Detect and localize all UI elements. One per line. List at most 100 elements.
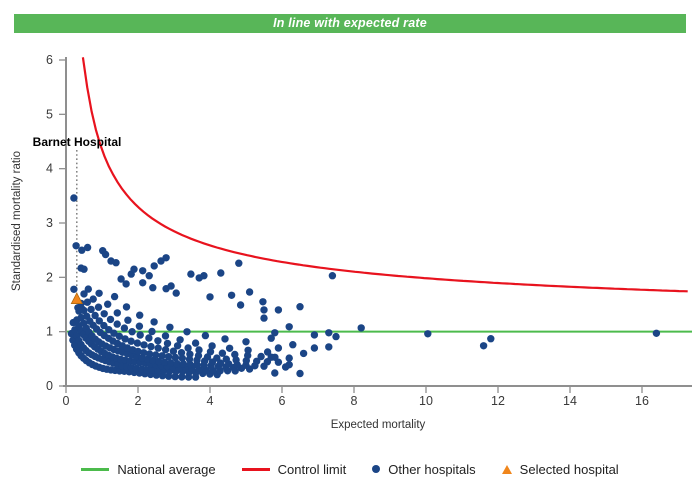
- hospital-point: [235, 259, 243, 267]
- svg-text:6: 6: [279, 394, 286, 408]
- hospital-point: [164, 353, 173, 361]
- hospital-point: [152, 351, 160, 359]
- svg-text:0: 0: [63, 394, 70, 408]
- hospital-point: [145, 350, 154, 358]
- hospital-point: [113, 320, 121, 328]
- hospital-point: [332, 332, 340, 341]
- hospital-point: [206, 293, 214, 301]
- hospital-point: [259, 298, 267, 306]
- hospital-point: [150, 318, 158, 326]
- legend-item-national-average[interactable]: National average: [81, 461, 216, 477]
- hospital-point: [80, 265, 88, 273]
- hospital-point: [274, 306, 283, 314]
- hospital-point: [84, 285, 93, 293]
- hospital-point: [169, 347, 178, 355]
- svg-text:10: 10: [419, 394, 433, 408]
- hospital-point: [145, 334, 153, 342]
- hospital-point: [89, 295, 97, 303]
- hospital-point: [225, 344, 234, 352]
- legend-label-selected-hospital: Selected hospital: [519, 461, 619, 477]
- legend-item-selected-hospital[interactable]: Selected hospital: [501, 461, 619, 477]
- hospital-point: [147, 342, 155, 351]
- hospital-point: [78, 305, 86, 313]
- hospital-point: [117, 275, 125, 283]
- tick-marks: [59, 59, 643, 393]
- selected-hospital-marker[interactable]: [70, 292, 83, 304]
- hospital-point: [213, 354, 221, 362]
- control-limit-line-swatch: [241, 467, 270, 471]
- hospital-point: [231, 350, 239, 359]
- hospital-point: [158, 352, 166, 360]
- hospital-point: [274, 344, 283, 352]
- hospital-point: [149, 284, 157, 292]
- hospital-point: [70, 194, 78, 202]
- svg-text:3: 3: [46, 216, 53, 230]
- hospital-point: [163, 339, 172, 348]
- hospital-point: [171, 353, 180, 362]
- hospital-point: [299, 349, 308, 358]
- hospital-point: [200, 272, 208, 280]
- legend-label-other-hospitals: Other hospitals: [388, 461, 476, 477]
- hospital-point: [133, 339, 142, 347]
- hospital-point: [221, 335, 229, 343]
- svg-text:5: 5: [46, 107, 53, 121]
- hospital-point: [191, 339, 200, 347]
- legend-item-control-limit[interactable]: Control limit: [241, 461, 347, 477]
- hospital-point: [95, 289, 103, 297]
- hospital-point: [263, 348, 272, 356]
- hospital-point: [178, 354, 186, 362]
- other-hospitals-points[interactable]: [67, 194, 661, 381]
- hospital-point: [184, 344, 192, 352]
- hospital-point: [100, 310, 108, 318]
- hospital-point: [208, 342, 216, 350]
- hospital-point: [148, 327, 156, 336]
- hospital-point: [201, 331, 210, 340]
- hospital-point: [217, 269, 225, 277]
- hospital-point: [100, 321, 108, 330]
- hospital-point: [296, 369, 304, 378]
- svg-text:1: 1: [46, 325, 53, 339]
- hospital-point: [285, 323, 293, 331]
- hospital-point: [267, 353, 275, 361]
- hospital-point: [104, 300, 112, 308]
- legend-label-national-average: National average: [117, 461, 216, 477]
- hospital-point: [91, 311, 99, 320]
- hospital-point: [143, 366, 151, 374]
- hospital-point: [176, 336, 184, 344]
- hospital-point: [128, 328, 136, 336]
- hospital-point: [78, 246, 86, 254]
- hospital-point: [106, 315, 115, 324]
- hospital-point: [113, 309, 122, 317]
- hospital-point: [136, 331, 144, 339]
- hospital-point: [172, 289, 180, 297]
- hospital-point: [281, 363, 290, 371]
- hospital-point: [140, 341, 148, 349]
- hospital-point: [95, 317, 104, 325]
- hospital-point: [124, 316, 132, 324]
- hospital-point: [101, 250, 110, 259]
- hospital-point: [87, 305, 95, 314]
- hospital-point: [173, 342, 182, 350]
- selected-hospital-triangle-icon: [501, 464, 512, 474]
- x-axis-title: Expected mortality: [330, 419, 426, 431]
- hospital-point: [357, 324, 365, 332]
- hospital-point: [244, 346, 252, 354]
- hospital-point: [121, 335, 129, 343]
- hospital-point: [173, 359, 181, 368]
- legend: National average Control limit Other hos…: [0, 459, 700, 479]
- hospital-point: [260, 314, 268, 322]
- hospital-annotation-label: Barnet Hospital: [32, 135, 122, 149]
- svg-text:14: 14: [563, 394, 577, 408]
- hospital-point: [110, 329, 118, 337]
- hospital-point: [139, 279, 147, 287]
- legend-label-control-limit: Control limit: [277, 461, 347, 477]
- hospital-point: [260, 306, 268, 314]
- hospital-point: [479, 342, 488, 350]
- hospital-point: [134, 347, 142, 356]
- hospital-point: [186, 350, 194, 358]
- hospital-point: [652, 329, 661, 337]
- legend-item-other-hospitals[interactable]: Other hospitals: [372, 461, 476, 477]
- hospital-point: [245, 288, 254, 296]
